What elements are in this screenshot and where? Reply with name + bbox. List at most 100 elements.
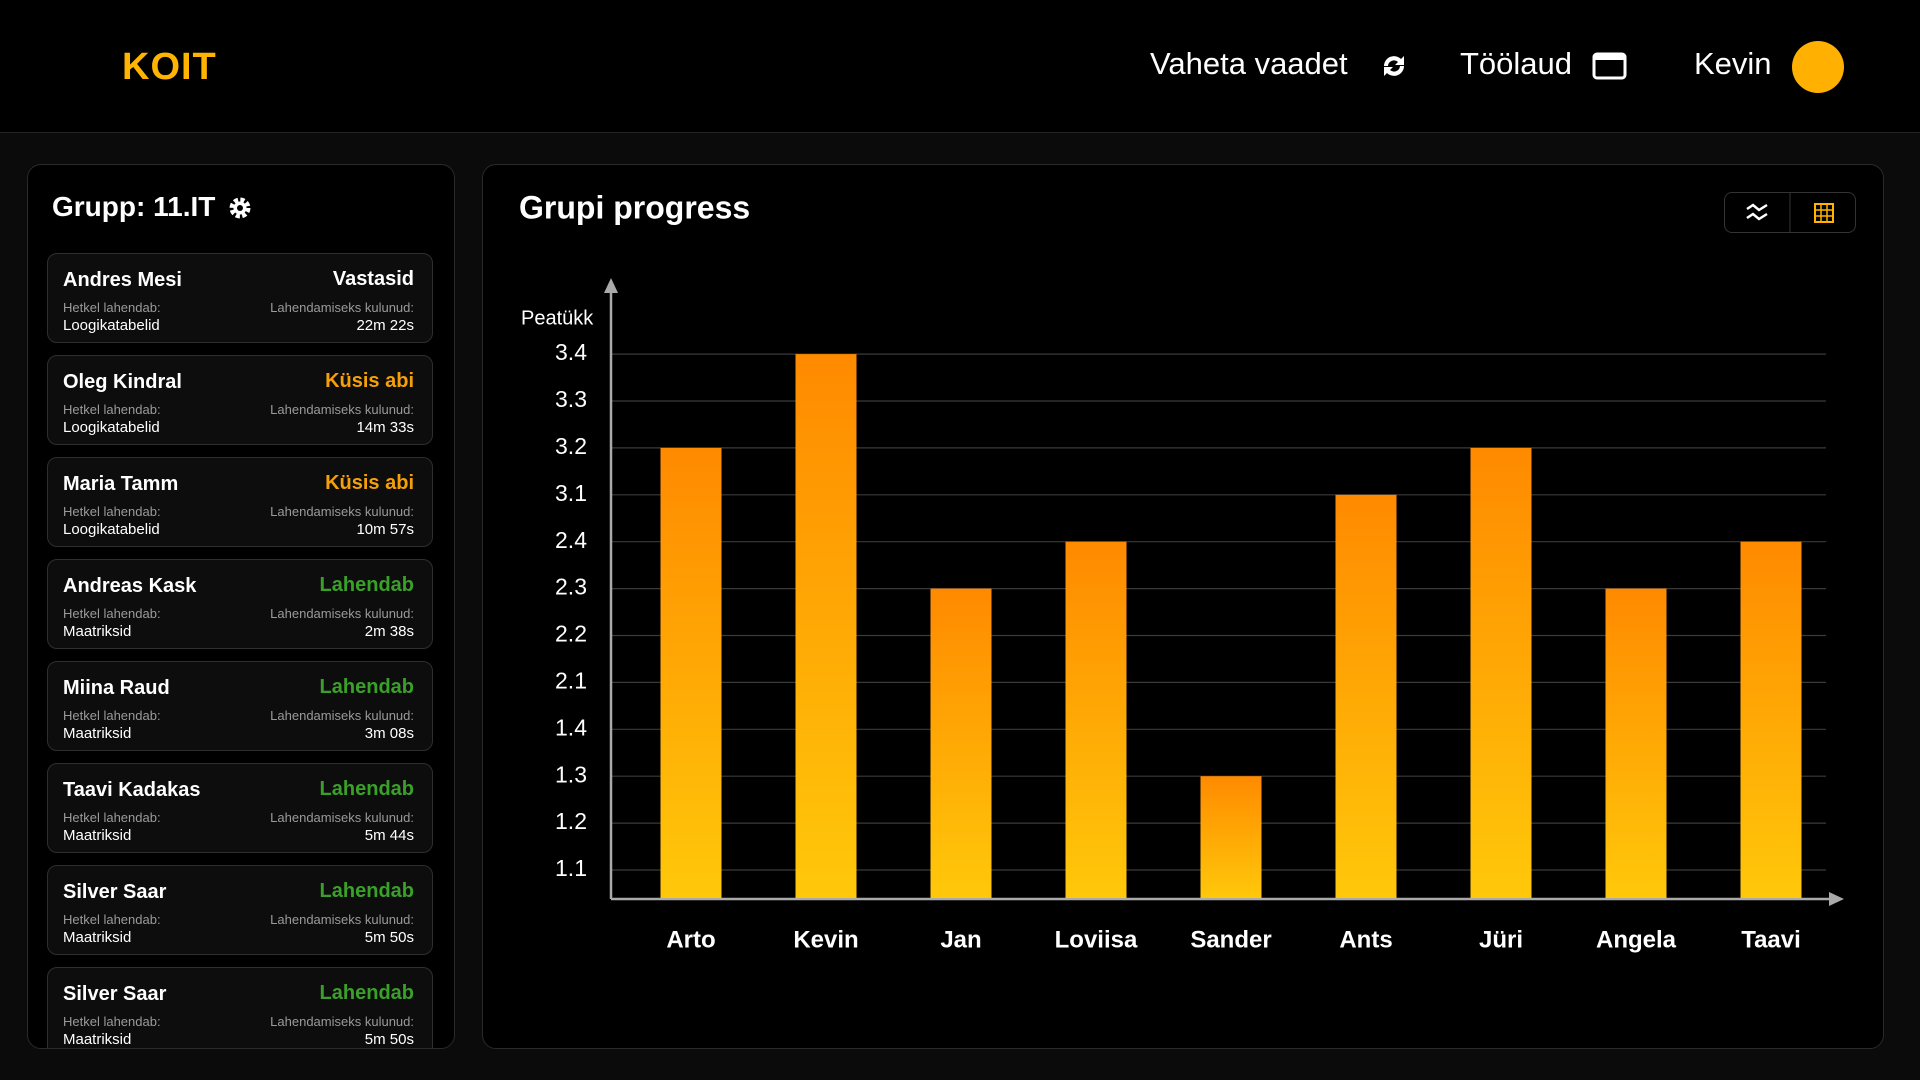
- x-tick-label: Loviisa: [1055, 926, 1138, 953]
- student-name: Andreas Kask: [63, 575, 197, 597]
- time: 5m 44s: [364, 827, 414, 844]
- refresh-icon[interactable]: [1376, 48, 1412, 84]
- student-status: Lahendab: [319, 880, 414, 902]
- student-name: Silver Saar: [63, 983, 167, 1005]
- bar: [1470, 447, 1532, 898]
- logo[interactable]: KOIT: [122, 46, 217, 88]
- time: 14m 33s: [356, 419, 414, 436]
- student-status: Lahendab: [319, 574, 414, 596]
- task-label: Hetkel lahendab:: [63, 402, 161, 417]
- task: Maatriksid: [63, 725, 132, 742]
- bar: [795, 354, 857, 899]
- y-tick-label: 3.4: [555, 339, 587, 365]
- student-name: Andres Mesi: [63, 269, 182, 291]
- time: 5m 50s: [364, 929, 414, 946]
- student-name: Silver Saar: [63, 881, 167, 903]
- student-card[interactable]: Andres Mesi Vastasid Hetkel lahendab: Loogi…: [47, 253, 433, 343]
- y-tick-label: 2.4: [555, 527, 587, 553]
- student-card[interactable]: Maria Tamm Küsis abi Hetkel lahendab: Loogi…: [47, 457, 433, 547]
- student-status: Küsis abi: [325, 370, 414, 392]
- student-card[interactable]: Miina Raud Lahendab Hetkel lahendab: Maatri…: [47, 661, 433, 751]
- x-tick-label: Ants: [1339, 926, 1392, 953]
- bar: [1065, 541, 1127, 898]
- student-card[interactable]: Oleg Kindral Küsis abi Hetkel lahendab: Loo…: [47, 355, 433, 445]
- time-label: Lahendamiseks kulunud:: [270, 1014, 414, 1029]
- student-card[interactable]: Andreas Kask Lahendab Hetkel lahendab: Maat…: [47, 559, 433, 649]
- y-tick-label: 2.3: [555, 574, 587, 600]
- student-card[interactable]: Silver Saar Lahendab Hetkel lahendab: Maatr…: [47, 967, 433, 1048]
- y-tick-label: 2.2: [555, 621, 587, 647]
- student-status: Lahendab: [319, 676, 414, 698]
- time-label: Lahendamiseks kulunud:: [270, 606, 414, 621]
- avatar[interactable]: [1792, 41, 1844, 93]
- student-status: Lahendab: [319, 778, 414, 800]
- group-title: Grupp: 11.IT: [52, 191, 216, 222]
- time: 2m 38s: [364, 623, 414, 640]
- bar: [660, 447, 722, 898]
- time-label: Lahendamiseks kulunud:: [270, 912, 414, 927]
- student-status: Küsis abi: [325, 472, 414, 494]
- task-label: Hetkel lahendab:: [63, 504, 161, 519]
- settings-icon[interactable]: [226, 194, 254, 222]
- time-label: Lahendamiseks kulunud:: [270, 402, 414, 417]
- x-tick-label: Kevin: [793, 926, 858, 953]
- time-label: Lahendamiseks kulunud:: [270, 504, 414, 519]
- nav-dashboard[interactable]: Töölaud: [1460, 46, 1573, 81]
- y-axis-arrow: [604, 278, 618, 293]
- bar: [1740, 541, 1802, 898]
- student-name: Taavi Kadakas: [63, 779, 201, 801]
- x-tick-label: Sander: [1190, 926, 1271, 953]
- student-card[interactable]: Taavi Kadakas Lahendab Hetkel lahendab: Maa…: [47, 763, 433, 853]
- task-label: Hetkel lahendab:: [63, 810, 161, 825]
- toggle-icons[interactable]: [1725, 193, 1855, 232]
- y-tick-label: 3.2: [555, 433, 587, 459]
- x-tick-label: Taavi: [1741, 926, 1801, 953]
- bar: [1200, 776, 1262, 898]
- task-label: Hetkel lahendab:: [63, 912, 161, 927]
- student-name: Maria Tamm: [63, 473, 179, 495]
- y-tick-label: 1.3: [555, 761, 587, 787]
- y-axis-label: Peatükk: [521, 307, 594, 329]
- x-tick-label: Angela: [1596, 926, 1677, 953]
- window-icon[interactable]: [1592, 50, 1628, 82]
- user-name[interactable]: Kevin: [1694, 46, 1772, 81]
- student-name: Miina Raud: [63, 677, 170, 699]
- task: Maatriksid: [63, 929, 132, 946]
- time: 3m 08s: [364, 725, 414, 742]
- x-axis-arrow: [1829, 892, 1844, 906]
- task-label: Hetkel lahendab:: [63, 708, 161, 723]
- task-label: Hetkel lahendab:: [63, 1014, 161, 1029]
- student-name: Oleg Kindral: [63, 371, 182, 393]
- task-label: Hetkel lahendab:: [63, 300, 161, 315]
- x-tick-label: Jüri: [1479, 926, 1523, 953]
- nav-switch-view[interactable]: Vaheta vaadet: [1150, 46, 1348, 81]
- student-card[interactable]: Silver Saar Lahendab Hetkel lahendab: Maatr…: [47, 865, 433, 955]
- time: 5m 50s: [364, 1031, 414, 1048]
- x-tick-label: Arto: [666, 926, 715, 953]
- bar: [1605, 588, 1667, 898]
- time-label: Lahendamiseks kulunud:: [270, 810, 414, 825]
- task: Maatriksid: [63, 623, 132, 640]
- y-tick-label: 1.1: [555, 855, 587, 881]
- task: Maatriksid: [63, 1031, 132, 1048]
- y-tick-label: 1.2: [555, 808, 587, 834]
- task: Maatriksid: [63, 827, 132, 844]
- time: 10m 57s: [356, 521, 414, 538]
- chart-panel: Grupi progress Peatükk 1.1 1.2 1.3 1.4 2.1 2.…: [482, 164, 1884, 1049]
- group-panel: Grupp: 11.IT Andres Mesi Vastasid Hetkel l…: [27, 164, 455, 1049]
- task: Loogikatabelid: [63, 521, 160, 538]
- bar: [1335, 494, 1397, 898]
- chart-title: Grupi progress: [519, 189, 750, 225]
- time-label: Lahendamiseks kulunud:: [270, 300, 414, 315]
- time: 22m 22s: [356, 317, 414, 334]
- student-status: Lahendab: [319, 982, 414, 1004]
- x-tick-label: Jan: [940, 926, 981, 953]
- header: KOIT Vaheta vaadet Töölaud Kevin: [0, 0, 1920, 133]
- task: Loogikatabelid: [63, 419, 160, 436]
- task: Loogikatabelid: [63, 317, 160, 334]
- view-toggle: [1724, 192, 1856, 233]
- student-status: Vastasid: [332, 268, 414, 290]
- y-tick-label: 2.1: [555, 667, 587, 693]
- y-tick-label: 1.4: [555, 714, 587, 740]
- y-tick-label: 3.1: [555, 480, 587, 506]
